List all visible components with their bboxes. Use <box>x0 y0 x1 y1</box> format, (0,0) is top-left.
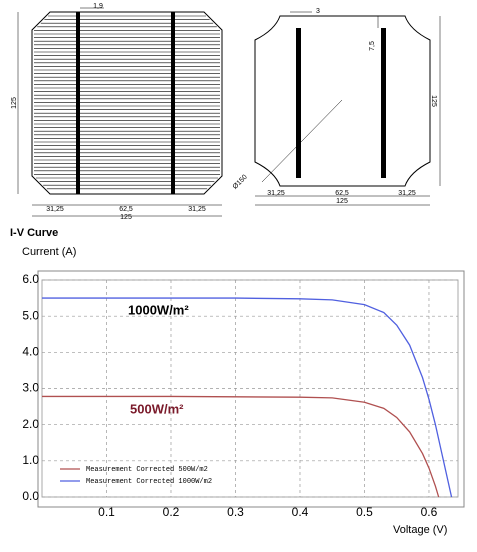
plot-area <box>41 279 459 498</box>
annotation: 500W/m² <box>130 401 184 416</box>
fingers <box>34 15 220 190</box>
chart-title: I-V Curve <box>10 227 58 239</box>
dimension-label: 125 <box>336 198 348 205</box>
x-tick-label: 0.4 <box>292 505 309 519</box>
left-cell-drawing: 1,9 125 31,25 62,5 31,25 125 <box>11 3 223 221</box>
x-axis-label: Voltage (V) <box>393 524 447 536</box>
dimension-label: 125 <box>120 214 132 221</box>
dimension-label: 3 <box>316 8 320 15</box>
series-line <box>42 395 440 498</box>
dimension-label: 31,25 <box>398 190 416 197</box>
dimension-label: 1,9 <box>93 3 103 10</box>
cell-outline <box>254 15 431 187</box>
cell-outline <box>31 11 223 195</box>
x-tick-label: 0.3 <box>227 505 244 519</box>
busbar <box>296 28 301 178</box>
x-tick-label: 0.2 <box>163 505 180 519</box>
y-tick-label: 6.0 <box>22 272 39 286</box>
dimension-label: 31,25 <box>267 190 285 197</box>
dimension-label: 125 <box>430 95 437 107</box>
dimension-label: Ø150 <box>232 174 249 191</box>
busbar <box>171 12 175 194</box>
dimension-label: 31,25 <box>188 206 206 213</box>
x-tick-label: 0.1 <box>98 505 115 519</box>
busbar <box>76 12 80 194</box>
x-tick-label: 0.6 <box>421 505 438 519</box>
dimension-label: 31,25 <box>46 206 64 213</box>
annotation: 1000W/m² <box>128 302 189 317</box>
dimension-label: 62,5 <box>119 206 133 213</box>
right-cell-drawing: 3 7,5 125 Ø150 31,25 62,5 31,25 125 <box>232 8 441 206</box>
y-axis-label: Current (A) <box>22 246 76 258</box>
diameter-line <box>261 99 343 183</box>
dimension-label: 7,5 <box>369 41 376 51</box>
series-line <box>42 297 453 498</box>
legend-label: Measurement Corrected 1000W/m2 <box>86 478 212 486</box>
x-tick-label: 0.5 <box>356 505 373 519</box>
busbar <box>381 28 386 178</box>
y-tick-label: 0.0 <box>22 489 39 503</box>
y-tick-label: 4.0 <box>22 345 39 359</box>
y-tick-label: 1.0 <box>22 453 39 467</box>
plot: 0.0 1.0 2.0 3.0 4.0 5.0 6.0 0.1 0.2 0.3 0.4 0.5 0.6 M… <box>22 272 458 519</box>
legend-label: Measurement Corrected 500W/m2 <box>86 466 208 474</box>
chart-frame <box>37 270 465 508</box>
y-tick-label: 3.0 <box>22 381 39 395</box>
y-tick-label: 2.0 <box>22 417 39 431</box>
dimension-label: 62,5 <box>335 190 349 197</box>
dimension-label: 125 <box>11 97 18 109</box>
y-tick-label: 5.0 <box>22 308 39 322</box>
